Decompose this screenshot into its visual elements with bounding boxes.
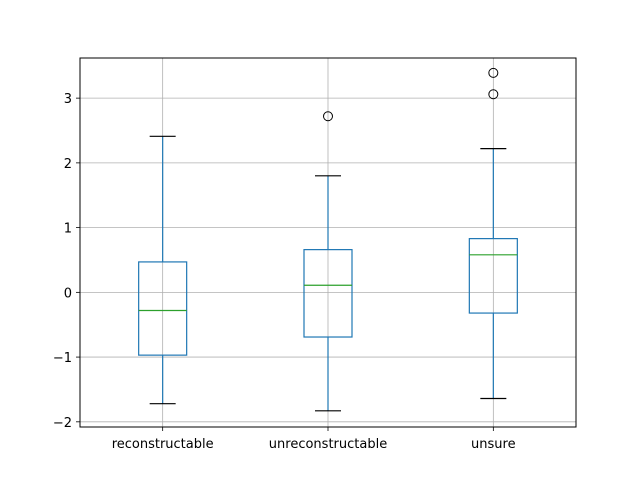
- box-unreconstructable: [303, 111, 353, 412]
- box-unsure: [468, 67, 518, 400]
- box-layer: [138, 67, 518, 412]
- y-tick-label: 0: [64, 286, 72, 301]
- y-tick-label: −2: [53, 416, 72, 431]
- y-tick-label: −1: [53, 351, 72, 366]
- box-reconstructable: [138, 135, 188, 405]
- x-tick-label: unreconstructable: [269, 437, 387, 452]
- outlier-point: [488, 89, 499, 100]
- x-tick-label: reconstructable: [112, 437, 214, 452]
- iqr-box: [468, 238, 518, 314]
- x-tick-label: unsure: [471, 437, 516, 452]
- iqr-box: [138, 261, 188, 356]
- outlier-point: [488, 67, 499, 78]
- iqr-box: [303, 249, 353, 338]
- axis-layer: −2 −1 0 1 2 3 reconstructable unreconstructable…: [53, 92, 516, 452]
- y-tick-label: 3: [64, 92, 72, 107]
- y-tick-label: 1: [64, 222, 72, 237]
- outlier-point: [323, 111, 333, 122]
- y-tick-label: 2: [64, 157, 72, 172]
